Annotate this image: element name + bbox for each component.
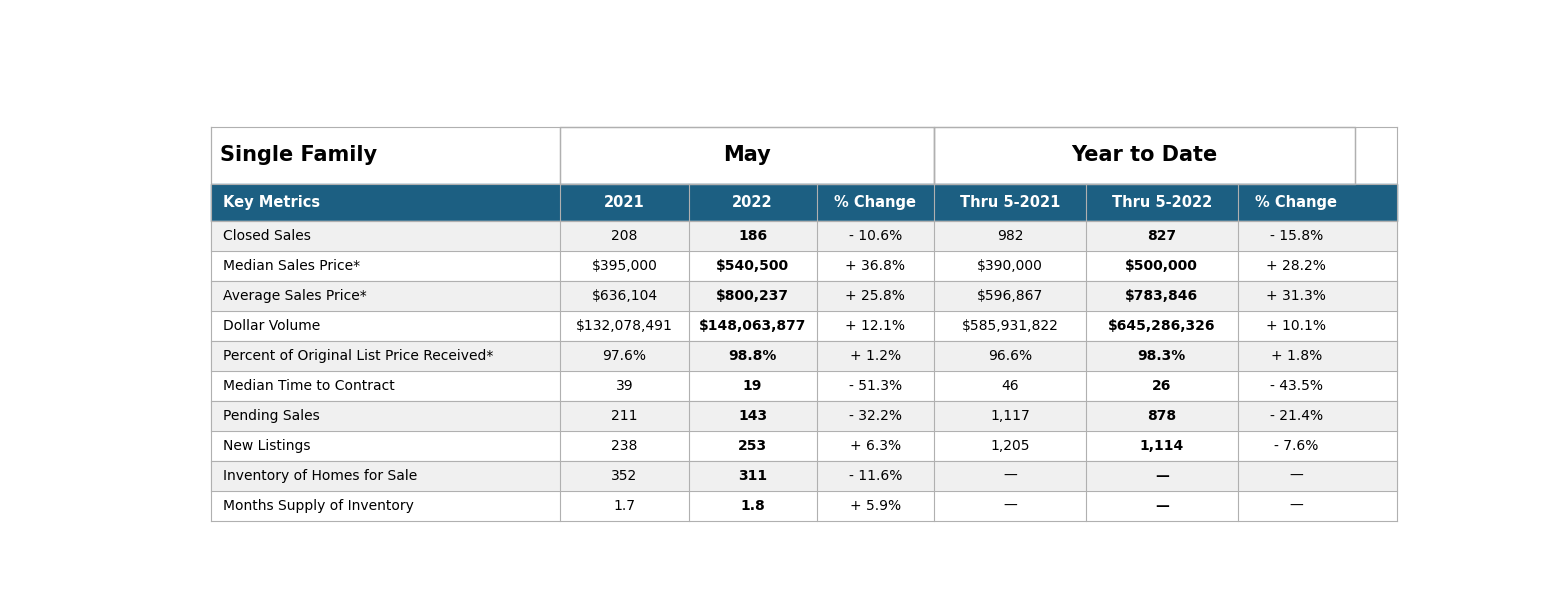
Text: 1.8: 1.8	[740, 499, 765, 513]
Text: $500,000: $500,000	[1126, 259, 1198, 274]
Text: $540,500: $540,500	[717, 259, 789, 274]
Text: $390,000: $390,000	[977, 259, 1043, 274]
Text: - 10.6%: - 10.6%	[848, 229, 902, 243]
Text: 1,205: 1,205	[991, 439, 1030, 454]
Text: 1,114: 1,114	[1140, 439, 1184, 454]
Text: —: —	[1156, 469, 1168, 483]
Text: 982: 982	[997, 229, 1024, 243]
Text: + 1.8%: + 1.8%	[1270, 349, 1322, 364]
Text: 97.6%: 97.6%	[602, 349, 646, 364]
Text: - 51.3%: - 51.3%	[848, 379, 902, 393]
Text: Dollar Volume: Dollar Volume	[223, 319, 320, 333]
Text: - 43.5%: - 43.5%	[1270, 379, 1323, 393]
Text: Inventory of Homes for Sale: Inventory of Homes for Sale	[223, 469, 417, 483]
Text: —: —	[1289, 469, 1303, 483]
Text: - 7.6%: - 7.6%	[1275, 439, 1319, 454]
Text: 311: 311	[739, 469, 767, 483]
Text: $596,867: $596,867	[977, 289, 1043, 303]
Bar	[210, 461, 1397, 491]
Text: $395,000: $395,000	[591, 259, 657, 274]
Text: $585,931,822: $585,931,822	[961, 319, 1058, 333]
Text: + 36.8%: + 36.8%	[845, 259, 905, 274]
Bar	[560, 126, 935, 184]
Text: Median Sales Price*: Median Sales Price*	[223, 259, 361, 274]
Bar	[210, 491, 1397, 522]
Text: - 15.8%: - 15.8%	[1270, 229, 1323, 243]
Text: + 12.1%: + 12.1%	[845, 319, 905, 333]
Text: + 28.2%: + 28.2%	[1267, 259, 1327, 274]
Text: Year to Date: Year to Date	[1071, 145, 1218, 165]
Text: 1.7: 1.7	[613, 499, 635, 513]
Bar	[210, 221, 1397, 252]
Text: + 1.2%: + 1.2%	[850, 349, 902, 364]
Text: $645,286,326: $645,286,326	[1109, 319, 1215, 333]
Text: Thru 5-2022: Thru 5-2022	[1112, 195, 1212, 210]
Text: —: —	[1004, 499, 1016, 513]
Text: May: May	[723, 145, 771, 165]
Text: Pending Sales: Pending Sales	[223, 409, 320, 423]
Text: + 10.1%: + 10.1%	[1267, 319, 1327, 333]
Text: 98.8%: 98.8%	[729, 349, 776, 364]
Bar	[210, 281, 1397, 311]
Text: Average Sales Price*: Average Sales Price*	[223, 289, 367, 303]
Text: $148,063,877: $148,063,877	[699, 319, 806, 333]
Bar	[210, 371, 1397, 401]
Text: $800,237: $800,237	[717, 289, 789, 303]
Text: + 5.9%: + 5.9%	[850, 499, 902, 513]
Bar	[210, 311, 1397, 342]
Text: —: —	[1289, 499, 1303, 513]
Bar	[210, 342, 1397, 371]
Bar	[935, 126, 1355, 184]
Text: Key Metrics: Key Metrics	[223, 195, 320, 210]
Text: 186: 186	[739, 229, 767, 243]
Bar	[210, 184, 1397, 221]
Text: 253: 253	[739, 439, 767, 454]
Text: Thru 5-2021: Thru 5-2021	[960, 195, 1060, 210]
Text: 98.3%: 98.3%	[1138, 349, 1185, 364]
Text: Percent of Original List Price Received*: Percent of Original List Price Received*	[223, 349, 492, 364]
Text: 211: 211	[612, 409, 638, 423]
Text: + 31.3%: + 31.3%	[1267, 289, 1327, 303]
Text: —: —	[1004, 469, 1016, 483]
Text: - 32.2%: - 32.2%	[848, 409, 902, 423]
Text: $636,104: $636,104	[591, 289, 657, 303]
Text: Median Time to Contract: Median Time to Contract	[223, 379, 395, 393]
Text: Months Supply of Inventory: Months Supply of Inventory	[223, 499, 414, 513]
Text: $783,846: $783,846	[1126, 289, 1198, 303]
Bar	[210, 401, 1397, 432]
Text: $132,078,491: $132,078,491	[575, 319, 673, 333]
Text: + 25.8%: + 25.8%	[845, 289, 905, 303]
Text: - 21.4%: - 21.4%	[1270, 409, 1323, 423]
Text: 2021: 2021	[604, 195, 644, 210]
Text: % Change: % Change	[834, 195, 916, 210]
Text: 96.6%: 96.6%	[988, 349, 1032, 364]
Text: + 6.3%: + 6.3%	[850, 439, 902, 454]
Bar	[210, 126, 1397, 184]
Text: —: —	[1156, 499, 1168, 513]
Text: 19: 19	[743, 379, 762, 393]
Text: 238: 238	[612, 439, 638, 454]
Text: 2022: 2022	[732, 195, 773, 210]
Text: 827: 827	[1148, 229, 1176, 243]
Text: 143: 143	[739, 409, 767, 423]
Text: Closed Sales: Closed Sales	[223, 229, 310, 243]
Bar	[210, 432, 1397, 461]
Text: New Listings: New Listings	[223, 439, 310, 454]
Text: % Change: % Change	[1256, 195, 1338, 210]
Text: Single Family: Single Family	[220, 145, 378, 165]
Text: 46: 46	[1000, 379, 1019, 393]
Text: 878: 878	[1148, 409, 1176, 423]
Text: 39: 39	[616, 379, 633, 393]
Text: 352: 352	[612, 469, 638, 483]
Text: - 11.6%: - 11.6%	[848, 469, 902, 483]
Text: 208: 208	[612, 229, 638, 243]
Text: 1,117: 1,117	[989, 409, 1030, 423]
Text: 26: 26	[1152, 379, 1171, 393]
Bar	[210, 252, 1397, 281]
